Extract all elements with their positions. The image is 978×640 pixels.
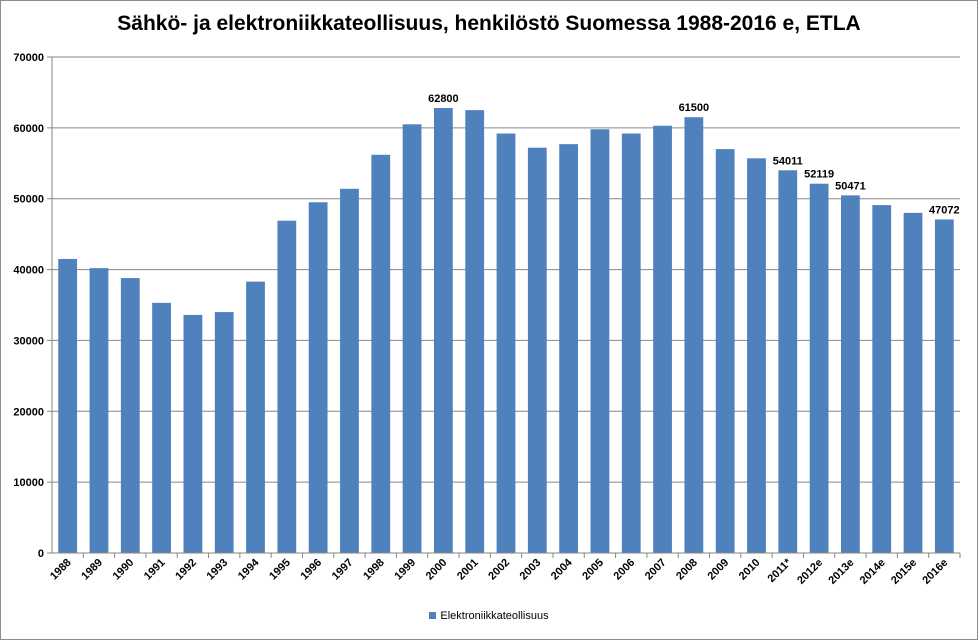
bar [621, 133, 641, 554]
bars [58, 108, 954, 554]
y-tick-label: 40000 [13, 265, 44, 277]
x-tick-label: 1990 [111, 557, 137, 583]
bar [778, 170, 798, 553]
data-label: 52119 [804, 169, 834, 181]
x-tick-label: 1996 [298, 557, 324, 583]
bar [527, 147, 547, 553]
data-label: 50471 [835, 180, 866, 192]
bar [246, 281, 265, 553]
x-tick-label: 2007 [643, 557, 669, 583]
bar [559, 144, 579, 553]
x-tick-label: 2000 [424, 557, 450, 583]
y-tick-label: 10000 [13, 477, 44, 489]
legend-label: Elektroniikkateollisuus [440, 610, 549, 622]
x-tick-label: 2005 [580, 557, 606, 583]
data-label: 54011 [773, 155, 803, 167]
bar [308, 202, 328, 553]
x-tick-label: 2006 [612, 557, 638, 583]
bar [747, 158, 766, 553]
bar [402, 124, 422, 554]
x-tick-label: 2016e [920, 557, 950, 587]
x-tick-label: 1997 [330, 557, 356, 583]
x-tick-label: 1994 [236, 556, 262, 582]
bar [590, 129, 610, 553]
bar [58, 258, 78, 553]
bar [89, 268, 109, 553]
x-tick-label: 2014e [858, 557, 888, 587]
x-tick-label: 1988 [48, 557, 74, 583]
bar [465, 110, 485, 554]
legend-swatch [429, 612, 437, 619]
bar [872, 205, 892, 553]
y-tick-label: 0 [38, 548, 44, 560]
bar [340, 188, 359, 553]
bar [684, 117, 704, 553]
y-tick-label: 20000 [13, 406, 44, 418]
bar [214, 312, 234, 553]
bar [152, 302, 171, 553]
x-tick-label: 2009 [705, 557, 731, 583]
bar [277, 220, 297, 553]
x-tick-label: 2015e [889, 557, 919, 587]
data-label: 61500 [679, 102, 710, 114]
x-tick-label: 1995 [267, 557, 293, 583]
x-tick-label: 2012e [795, 557, 825, 587]
x-tick-label: 2004 [549, 556, 575, 582]
x-tick-label: 2013e [826, 557, 856, 587]
legend: Elektroniikkateollisuus [0, 610, 978, 622]
x-tick-label: 1992 [173, 557, 199, 583]
y-tick-label: 50000 [13, 194, 44, 206]
bar [433, 108, 453, 553]
bar [934, 219, 954, 554]
y-tick-label: 70000 [13, 52, 44, 64]
data-label: 47072 [929, 204, 960, 216]
data-label: 62800 [428, 93, 459, 105]
x-tick-label: 1991 [142, 557, 168, 583]
x-tick-label: 2008 [674, 557, 700, 583]
bar [371, 154, 391, 554]
bar [841, 195, 860, 554]
bar [715, 149, 735, 553]
bar [496, 133, 516, 554]
x-tick-label: 1989 [79, 557, 105, 583]
chart-title: Sähkö- ja elektroniikkateollisuus, henki… [117, 12, 861, 35]
y-tick-label: 30000 [13, 335, 44, 347]
x-tick-label: 2003 [518, 557, 544, 583]
x-tick-label: 2011* [766, 556, 795, 585]
bar [903, 212, 923, 553]
x-tick-label: 2010 [737, 557, 763, 583]
x-tick-label: 1998 [361, 557, 387, 583]
bar [809, 183, 829, 554]
x-tick-label: 2001 [455, 557, 481, 583]
x-tick-label: 1999 [392, 557, 418, 583]
bar [183, 314, 203, 553]
bar [120, 278, 140, 553]
x-tick-label: 1993 [205, 557, 231, 583]
x-tick-label: 2002 [486, 557, 512, 583]
bar [653, 125, 672, 553]
y-tick-label: 60000 [13, 123, 44, 135]
